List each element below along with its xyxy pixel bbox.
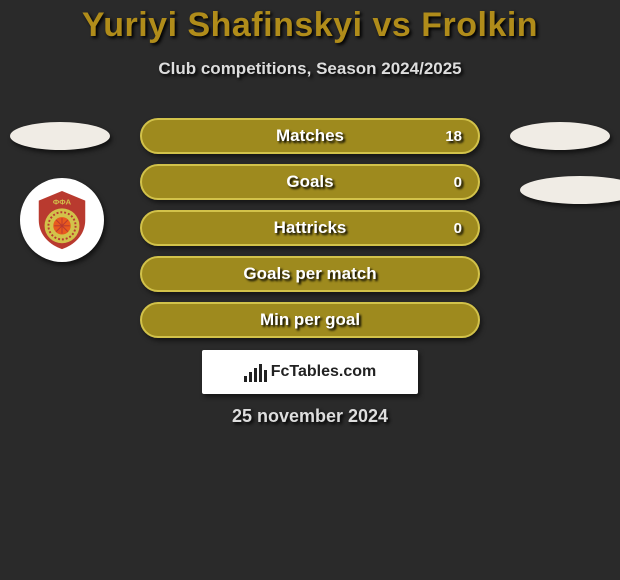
stat-value-right: 0: [454, 220, 462, 237]
stat-label: Min per goal: [260, 310, 360, 330]
svg-text:ΦΦA: ΦΦA: [53, 198, 72, 207]
stat-label: Goals per match: [243, 264, 376, 284]
ufa-crest-icon: ΦΦA: [31, 189, 93, 251]
comparison-subtitle: Club competitions, Season 2024/2025: [0, 59, 620, 79]
stat-row: Hattricks 0: [140, 210, 480, 246]
stat-row: Matches 18: [140, 118, 480, 154]
stats-list: Matches 18 Goals 0 Hattricks 0 Goals per match…: [140, 118, 480, 348]
player-oval-right-2: [520, 176, 620, 204]
stat-value-right: 0: [454, 174, 462, 191]
stat-label: Matches: [276, 126, 344, 146]
stat-row: Goals per match: [140, 256, 480, 292]
stat-label: Goals: [286, 172, 333, 192]
stat-value-right: 18: [445, 128, 462, 145]
stat-label: Hattricks: [274, 218, 347, 238]
club-badge-left: ΦΦA: [20, 178, 104, 262]
brand-text: FcTables.com: [271, 363, 377, 381]
brand-box[interactable]: FcTables.com: [202, 350, 418, 394]
player-oval-left: [10, 122, 110, 150]
stat-row: Min per goal: [140, 302, 480, 338]
comparison-title: Yuriyi Shafinskyi vs Frolkin: [0, 0, 620, 45]
stat-row: Goals 0: [140, 164, 480, 200]
snapshot-date: 25 november 2024: [0, 406, 620, 427]
fctables-logo-icon: [244, 362, 267, 382]
player-oval-right-1: [510, 122, 610, 150]
